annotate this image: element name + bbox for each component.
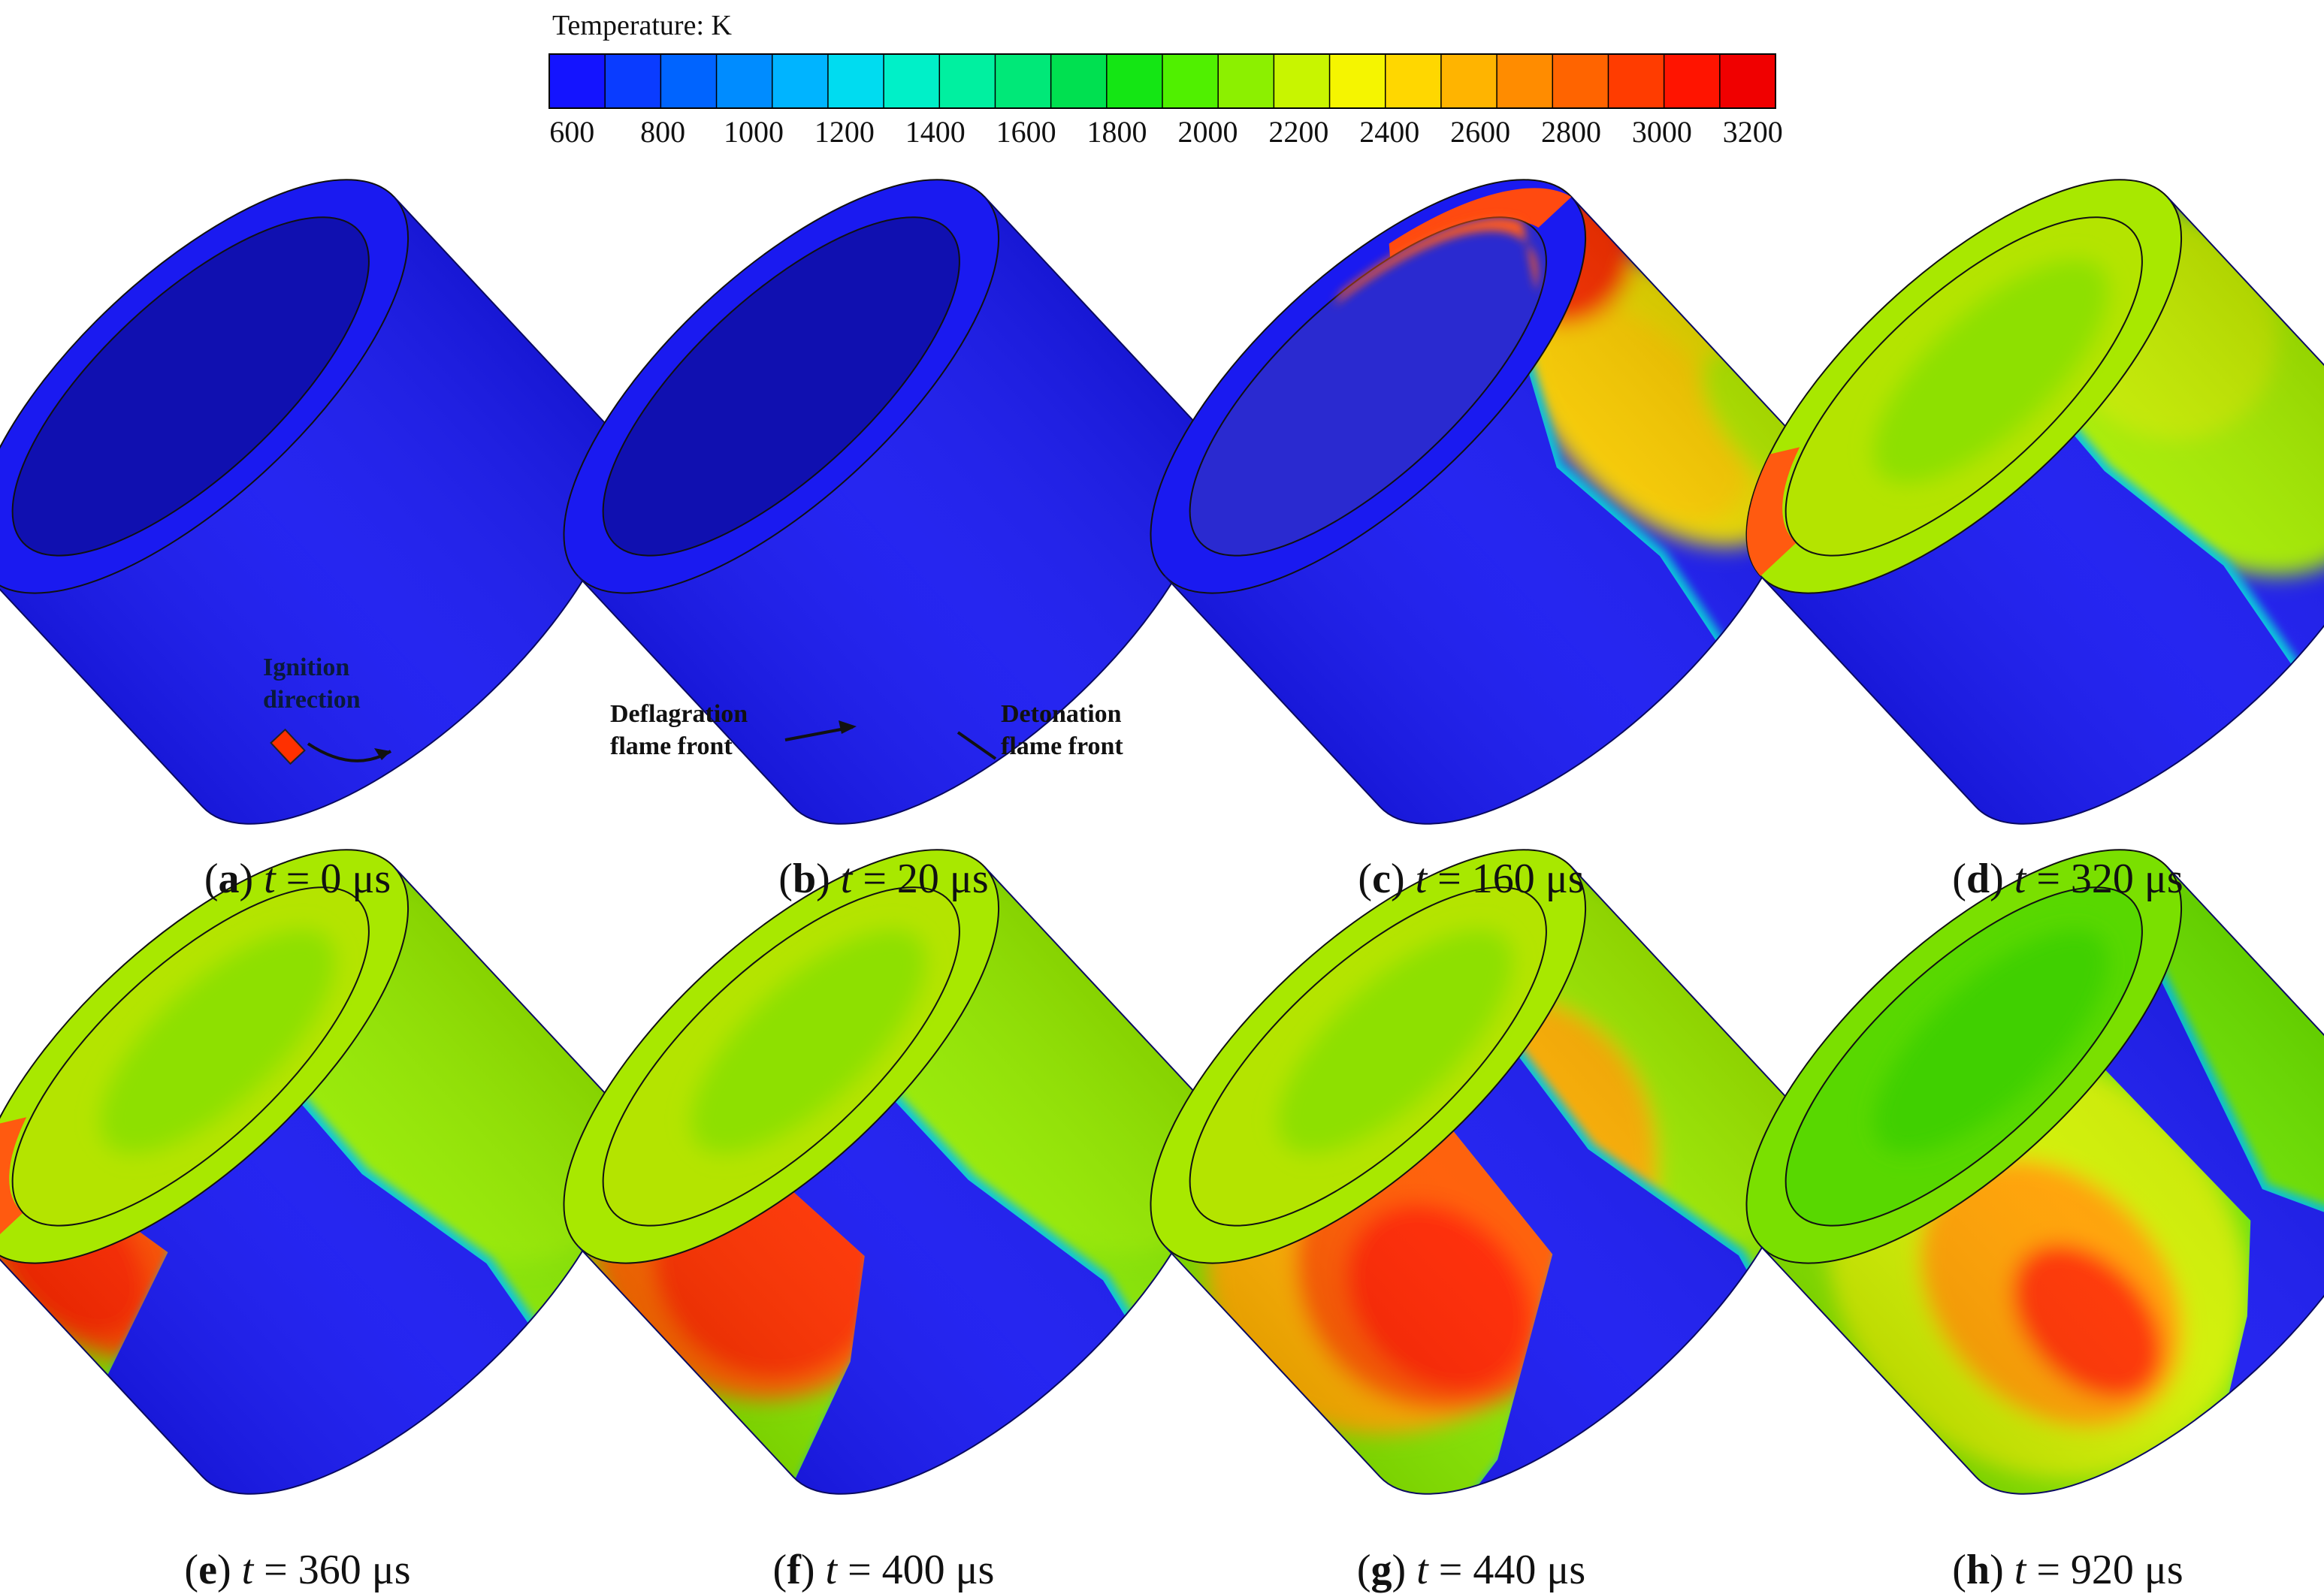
colorbar-band [884, 54, 940, 108]
inner-cavity [1189, 216, 1547, 557]
inner-field [100, 930, 335, 1153]
colorbar-band [1162, 54, 1219, 108]
colorbar-band [939, 54, 996, 108]
caption-time-symbol: t [264, 856, 276, 902]
rim-hot-segment [1389, 188, 1572, 268]
colorbar-band [549, 54, 606, 108]
annotation-ignition-direction: Ignition direction [263, 652, 361, 716]
colorbar-band [1218, 54, 1274, 108]
colorbar-tick-label: 1600 [996, 115, 1056, 149]
caption-time-value: = 920 μs [2026, 1547, 2183, 1593]
inner-field [691, 930, 926, 1153]
ignition-arrowhead [374, 748, 391, 760]
colorbar-band [1497, 54, 1553, 108]
caption-time-value: = 320 μs [2026, 856, 2183, 902]
inner-field [1277, 930, 1513, 1153]
ignition-kernel [270, 728, 306, 765]
inner-hot-region [1334, 217, 1538, 306]
colorbar-tick-label: 2200 [1268, 115, 1329, 149]
caption-time-value: = 20 μs [852, 856, 989, 902]
caption-time-symbol: t [840, 856, 853, 902]
cylinder-outline [1760, 196, 2324, 825]
caption-a: (a) t = 0 μs [204, 856, 391, 902]
colorbar-band [1329, 54, 1386, 108]
colorbar-band [772, 54, 829, 108]
colorbar-tick-label: 2000 [1177, 115, 1238, 149]
colorbar-band [660, 54, 718, 108]
caption-letter: b [792, 856, 817, 902]
colorbar-band [1106, 54, 1163, 108]
annotation-detonation-front: Detonation flame front [1001, 699, 1123, 762]
caption-time-symbol: t [2014, 1547, 2026, 1593]
colorbar-title: Temperature: K [552, 10, 732, 41]
caption-time-value: = 440 μs [1428, 1547, 1586, 1593]
colorbar-band [995, 54, 1052, 108]
rim-hot-segment [1746, 447, 1800, 576]
colorbar-tick-label: 1800 [1086, 115, 1147, 149]
cylinder-outline [1760, 866, 2324, 1495]
colorbar-band [605, 54, 661, 108]
colorbar-frame [549, 53, 1776, 109]
caption-e: (e) t = 360 μs [184, 1547, 411, 1593]
caption-time-symbol: t [825, 1547, 838, 1593]
colorbar-band [1274, 54, 1331, 108]
caption-time-value: = 0 μs [275, 856, 391, 902]
cylinder-panels [0, 179, 2324, 1559]
detonation-leader [956, 731, 997, 760]
inner-cavity [11, 216, 370, 557]
colorbar-tick-label: 600 [549, 115, 595, 149]
inner-field [1873, 260, 2108, 483]
caption-f: (f) t = 400 μs [772, 1547, 995, 1593]
ignition-label-text: Ignition direction [263, 654, 361, 714]
colorbar-bands [549, 54, 1776, 108]
caption-time-value: = 360 μs [253, 1547, 411, 1593]
inner-field [1873, 930, 2108, 1153]
rim-hot-segment [0, 1117, 27, 1246]
caption-time-symbol: t [1415, 856, 1428, 902]
colorbar-band [1050, 54, 1108, 108]
colorbar-tick-label: 1400 [905, 115, 966, 149]
caption-letter: a [218, 856, 240, 902]
caption-time-value: = 160 μs [1427, 856, 1585, 902]
caption-time-symbol: t [2014, 856, 2026, 902]
caption-letter: d [1966, 856, 1990, 902]
deflagration-arrowhead [839, 720, 857, 734]
caption-time-symbol: t [1416, 1547, 1428, 1593]
caption-letter: g [1371, 1547, 1392, 1593]
caption-time-symbol: t [241, 1547, 254, 1593]
caption-d: (d) t = 320 μs [1952, 856, 2183, 902]
caption-letter: h [1966, 1547, 1990, 1593]
colorbar [549, 53, 1776, 109]
colorbar-tick-label: 1200 [814, 115, 875, 149]
colorbar-band [1552, 54, 1609, 108]
colorbar-tick-label: 800 [640, 115, 686, 149]
caption-time-value: = 400 μs [837, 1547, 995, 1593]
colorbar-band [1385, 54, 1442, 108]
colorbar-band [827, 54, 884, 108]
colorbar-tick-label: 2400 [1359, 115, 1420, 149]
detonation-label-text: Detonation flame front [1001, 700, 1123, 760]
colorbar-tick-label: 2800 [1541, 115, 1601, 149]
deflagration-label-text: Deflagration flame front [610, 700, 748, 760]
colorbar-tick-label: 3000 [1631, 115, 1692, 149]
caption-b: (b) t = 20 μs [778, 856, 989, 902]
caption-c: (c) t = 160 μs [1358, 856, 1585, 902]
colorbar-band [1719, 54, 1776, 108]
caption-letter: c [1372, 856, 1391, 902]
colorbar-tick-label: 2600 [1450, 115, 1511, 149]
colorbar-tick-label: 3200 [1722, 115, 1783, 149]
caption-letter: f [787, 1547, 801, 1593]
colorbar-band [1664, 54, 1721, 108]
colorbar-band [1440, 54, 1497, 108]
inner-cavity [602, 216, 960, 557]
colorbar-band [1608, 54, 1665, 108]
caption-g: (g) t = 440 μs [1356, 1547, 1586, 1593]
annotation-deflagration-front: Deflagration flame front [610, 699, 748, 762]
caption-h: (h) t = 920 μs [1952, 1547, 2183, 1593]
colorbar-band [716, 54, 773, 108]
colorbar-tick-label: 1000 [724, 115, 784, 149]
caption-letter: e [198, 1547, 217, 1593]
